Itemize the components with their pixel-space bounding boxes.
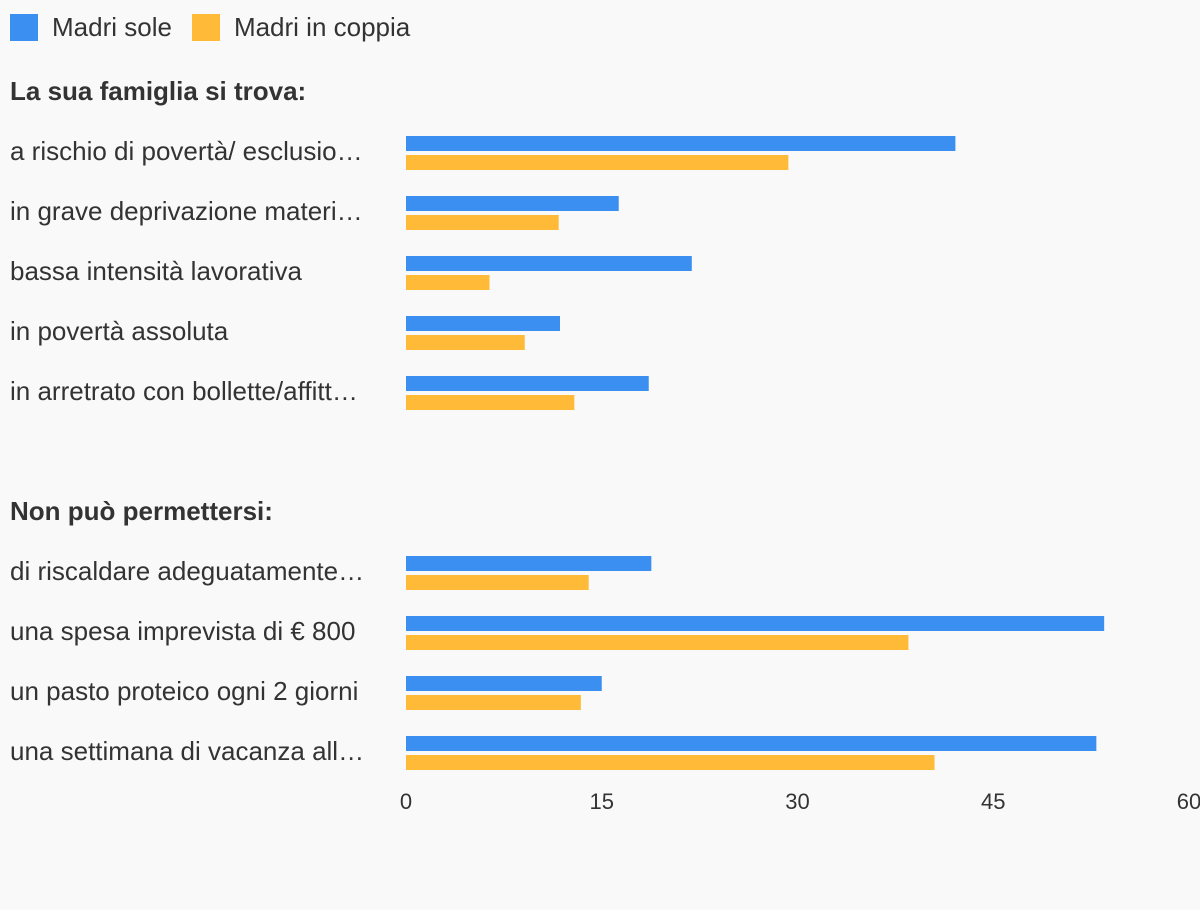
legend-item-madri-sole[interactable]: Madri sole	[10, 11, 172, 43]
group-title-2: Non può permettersi:	[10, 496, 273, 526]
bar-madri-in-coppia-in-grave-deprivazione-materi[interactable]	[406, 215, 559, 230]
legend-label-madri-in-coppia: Madri in coppia	[233, 12, 411, 42]
bar-madri-sole-a-rischio-di-poverta-esclusio[interactable]	[406, 136, 956, 151]
bar-madri-in-coppia-in-arretrato-con-bollette-affitt[interactable]	[406, 395, 575, 410]
legend-swatch-madri-sole	[10, 13, 38, 41]
category-label-in-arretrato-con-bollette-affitt: in arretrato con bollette/affitt…	[10, 376, 358, 406]
bar-madri-in-coppia-di-riscaldare-adeguatamente[interactable]	[406, 575, 589, 590]
x-tick-label-45: 45	[981, 789, 1005, 814]
bar-madri-in-coppia-in-poverta-assoluta[interactable]	[406, 335, 525, 350]
category-label-in-grave-deprivazione-materi: in grave deprivazione materi…	[10, 196, 363, 226]
category-label-a-rischio-di-poverta-esclusio: a rischio di povertà/ esclusio…	[10, 136, 363, 166]
category-label-una-settimana-di-vacanza-all: una settimana di vacanza all…	[10, 736, 364, 766]
bar-madri-sole-in-poverta-assoluta[interactable]	[406, 316, 560, 331]
bar-madri-sole-bassa-intensita-lavorativa[interactable]	[406, 256, 692, 271]
legend-label-madri-sole: Madri sole	[52, 12, 172, 42]
bar-madri-sole-una-spesa-imprevista-di-800[interactable]	[406, 616, 1105, 631]
legend-swatch-madri-in-coppia	[191, 13, 220, 41]
bar-madri-sole-un-pasto-proteico-ogni-2-giorni[interactable]	[406, 676, 602, 691]
bar-madri-in-coppia-una-spesa-imprevista-di-800[interactable]	[406, 635, 909, 650]
bar-madri-in-coppia-una-settimana-di-vacanza-all[interactable]	[406, 755, 935, 770]
bar-madri-in-coppia-un-pasto-proteico-ogni-2-giorni[interactable]	[406, 695, 581, 710]
legend-item-madri-in-coppia[interactable]: Madri in coppia	[191, 11, 411, 43]
x-tick-label-15: 15	[590, 789, 614, 814]
x-tick-label-0: 0	[400, 789, 412, 814]
category-label-una-spesa-imprevista-di-800: una spesa imprevista di € 800	[10, 616, 355, 646]
bar-madri-sole-in-arretrato-con-bollette-affitt[interactable]	[406, 376, 649, 391]
category-label-di-riscaldare-adeguatamente: di riscaldare adeguatamente…	[10, 556, 364, 586]
bar-madri-sole-una-settimana-di-vacanza-all[interactable]	[406, 736, 1097, 751]
category-label-bassa-intensita-lavorativa: bassa intensità lavorativa	[10, 256, 302, 286]
x-tick-label-60: 60	[1177, 789, 1200, 814]
bar-madri-in-coppia-bassa-intensita-lavorativa[interactable]	[406, 275, 490, 290]
bar-madri-sole-in-grave-deprivazione-materi[interactable]	[406, 196, 619, 211]
bar-madri-in-coppia-a-rischio-di-poverta-esclusio[interactable]	[406, 155, 789, 170]
category-label-un-pasto-proteico-ogni-2-giorni: un pasto proteico ogni 2 giorni	[10, 676, 358, 706]
group-title-1: La sua famiglia si trova:	[10, 76, 306, 106]
legend: Madri sole Madri in coppia	[10, 10, 430, 44]
x-tick-label-30: 30	[785, 789, 809, 814]
bar-madri-sole-di-riscaldare-adeguatamente[interactable]	[406, 556, 652, 571]
category-label-in-poverta-assoluta: in povertà assoluta	[10, 316, 229, 346]
